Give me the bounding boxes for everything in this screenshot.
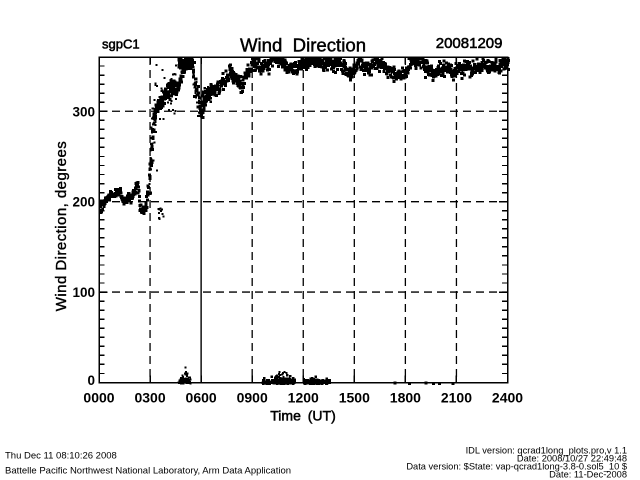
svg-text:1800: 1800: [390, 390, 421, 406]
svg-text:0900: 0900: [237, 390, 268, 406]
svg-text:IDL version: qcrad1long_plots.: IDL version: qcrad1long_plots.pro,v 1.1: [466, 446, 627, 456]
svg-text:Wind Direction: Wind Direction: [240, 35, 366, 56]
svg-text:sgpC1: sgpC1: [102, 36, 140, 51]
svg-text:Wind Direction, degrees: Wind Direction, degrees: [53, 141, 70, 311]
svg-text:1500: 1500: [339, 390, 370, 406]
svg-text:Time (UT): Time (UT): [270, 408, 335, 424]
svg-text:200: 200: [72, 194, 95, 209]
svg-text:0000: 0000: [83, 390, 114, 406]
svg-text:1200: 1200: [288, 390, 319, 406]
svg-text:Battelle Pacific Northwest Nat: Battelle Pacific Northwest National Labo…: [5, 465, 291, 476]
svg-text:20081209: 20081209: [436, 35, 503, 52]
svg-text:Data version: $State: vap-qcra: Data version: $State: vap-qcrad1long-3.8…: [406, 461, 628, 471]
svg-text:2100: 2100: [441, 390, 472, 406]
svg-text:Date: 2008/10/27 22:49:48: Date: 2008/10/27 22:49:48: [517, 454, 627, 464]
svg-text:0600: 0600: [186, 390, 217, 406]
svg-text:100: 100: [72, 285, 95, 300]
svg-text:0300: 0300: [134, 390, 165, 406]
svg-text:0: 0: [87, 373, 95, 388]
svg-text:Thu Dec 11 08:10:26 2008: Thu Dec 11 08:10:26 2008: [5, 451, 117, 462]
svg-text:2400: 2400: [492, 390, 523, 406]
svg-text:300: 300: [72, 104, 95, 119]
svg-text:Date: 11-Dec-2008: Date: 11-Dec-2008: [549, 469, 627, 479]
